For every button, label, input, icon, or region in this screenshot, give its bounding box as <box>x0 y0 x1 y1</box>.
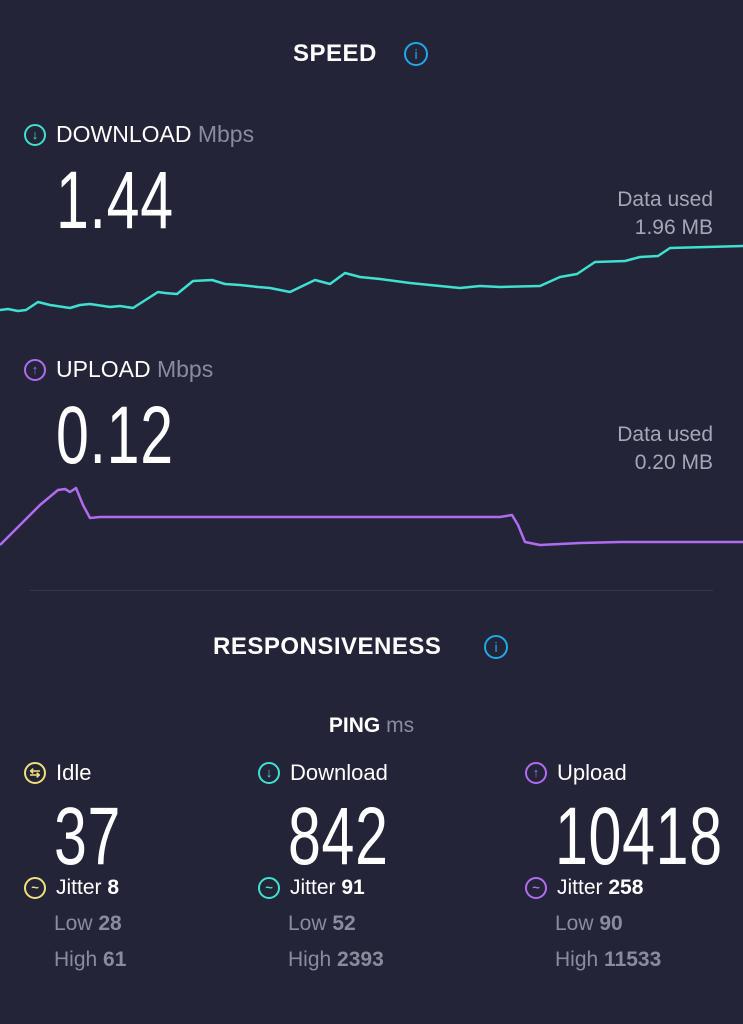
download-unit: Mbps <box>197 121 255 147</box>
jitter-value: 258 <box>608 876 644 899</box>
upload-header: ↑ UPLOAD Mbps <box>24 356 213 383</box>
download-label: DOWNLOAD <box>56 121 192 147</box>
low-label: Low <box>54 912 93 935</box>
info-icon[interactable]: i <box>404 42 428 66</box>
download-header: ↓ DOWNLOAD Mbps <box>24 121 254 148</box>
low-value: 28 <box>98 912 122 935</box>
jitter-label: Jitter <box>56 876 102 899</box>
ping-header: PING ms <box>0 714 743 738</box>
high-value: 2393 <box>337 948 384 971</box>
data-used-value: 1.96 MB <box>634 216 713 239</box>
data-used-label: Data used <box>617 423 713 446</box>
download-arrow-icon: ↓ <box>24 123 46 146</box>
ping-upload-label: Upload <box>557 760 627 785</box>
ping-unit: ms <box>386 714 415 737</box>
upload-arrow-icon: ↑ <box>24 358 46 381</box>
data-used-value: 0.20 MB <box>634 451 713 474</box>
info-icon[interactable]: i <box>484 635 508 659</box>
responsiveness-title: RESPONSIVENESS <box>213 633 442 660</box>
idle-icon: ⇆ <box>24 762 46 784</box>
ping-column-download: ↓ Download 842 ~ Jitter 91 Low 52 High 239… <box>258 760 428 972</box>
high-value: 61 <box>103 948 127 971</box>
section-divider <box>30 590 713 591</box>
ping-idle-label: Idle <box>56 760 92 785</box>
jitter-value: 8 <box>107 876 120 899</box>
low-value: 90 <box>599 912 623 935</box>
upload-data-used: Data used 0.20 MB <box>617 421 713 477</box>
jitter-value: 91 <box>341 876 365 899</box>
high-label: High <box>555 948 599 971</box>
low-label: Low <box>555 912 594 935</box>
ping-column-idle: ⇆ Idle 37 ~ Jitter 8 Low 28 High 61 <box>24 760 147 972</box>
upload-speed-value: 0.12 <box>56 390 174 481</box>
upload-unit: Mbps <box>156 356 214 382</box>
jitter-icon: ~ <box>525 877 547 899</box>
ping-download-value: 842 <box>288 791 389 882</box>
download-data-used: Data used 1.96 MB <box>617 186 713 242</box>
ping-idle-value: 37 <box>54 791 122 882</box>
ping-upload-value: 10418 <box>555 791 723 882</box>
low-label: Low <box>288 912 327 935</box>
high-label: High <box>54 948 98 971</box>
jitter-icon: ~ <box>24 877 46 899</box>
speed-title: SPEED <box>293 40 377 67</box>
jitter-label: Jitter <box>557 876 603 899</box>
download-speed-value: 1.44 <box>56 155 174 246</box>
ping-label: PING <box>328 714 381 737</box>
upload-speed-line <box>0 486 743 547</box>
speed-graphs <box>0 244 743 547</box>
upload-arrow-icon: ↑ <box>525 762 547 784</box>
ping-download-label: Download <box>290 760 388 785</box>
ping-column-upload: ↑ Upload 10418 ~ Jitter 258 Low 90 High 11… <box>525 760 743 972</box>
download-arrow-icon: ↓ <box>258 762 280 784</box>
jitter-label: Jitter <box>290 876 336 899</box>
low-value: 52 <box>332 912 356 935</box>
upload-label: UPLOAD <box>56 356 151 382</box>
high-value: 11533 <box>604 948 662 971</box>
high-label: High <box>288 948 332 971</box>
data-used-label: Data used <box>617 188 713 211</box>
download-speed-line <box>0 244 743 313</box>
jitter-icon: ~ <box>258 877 280 899</box>
